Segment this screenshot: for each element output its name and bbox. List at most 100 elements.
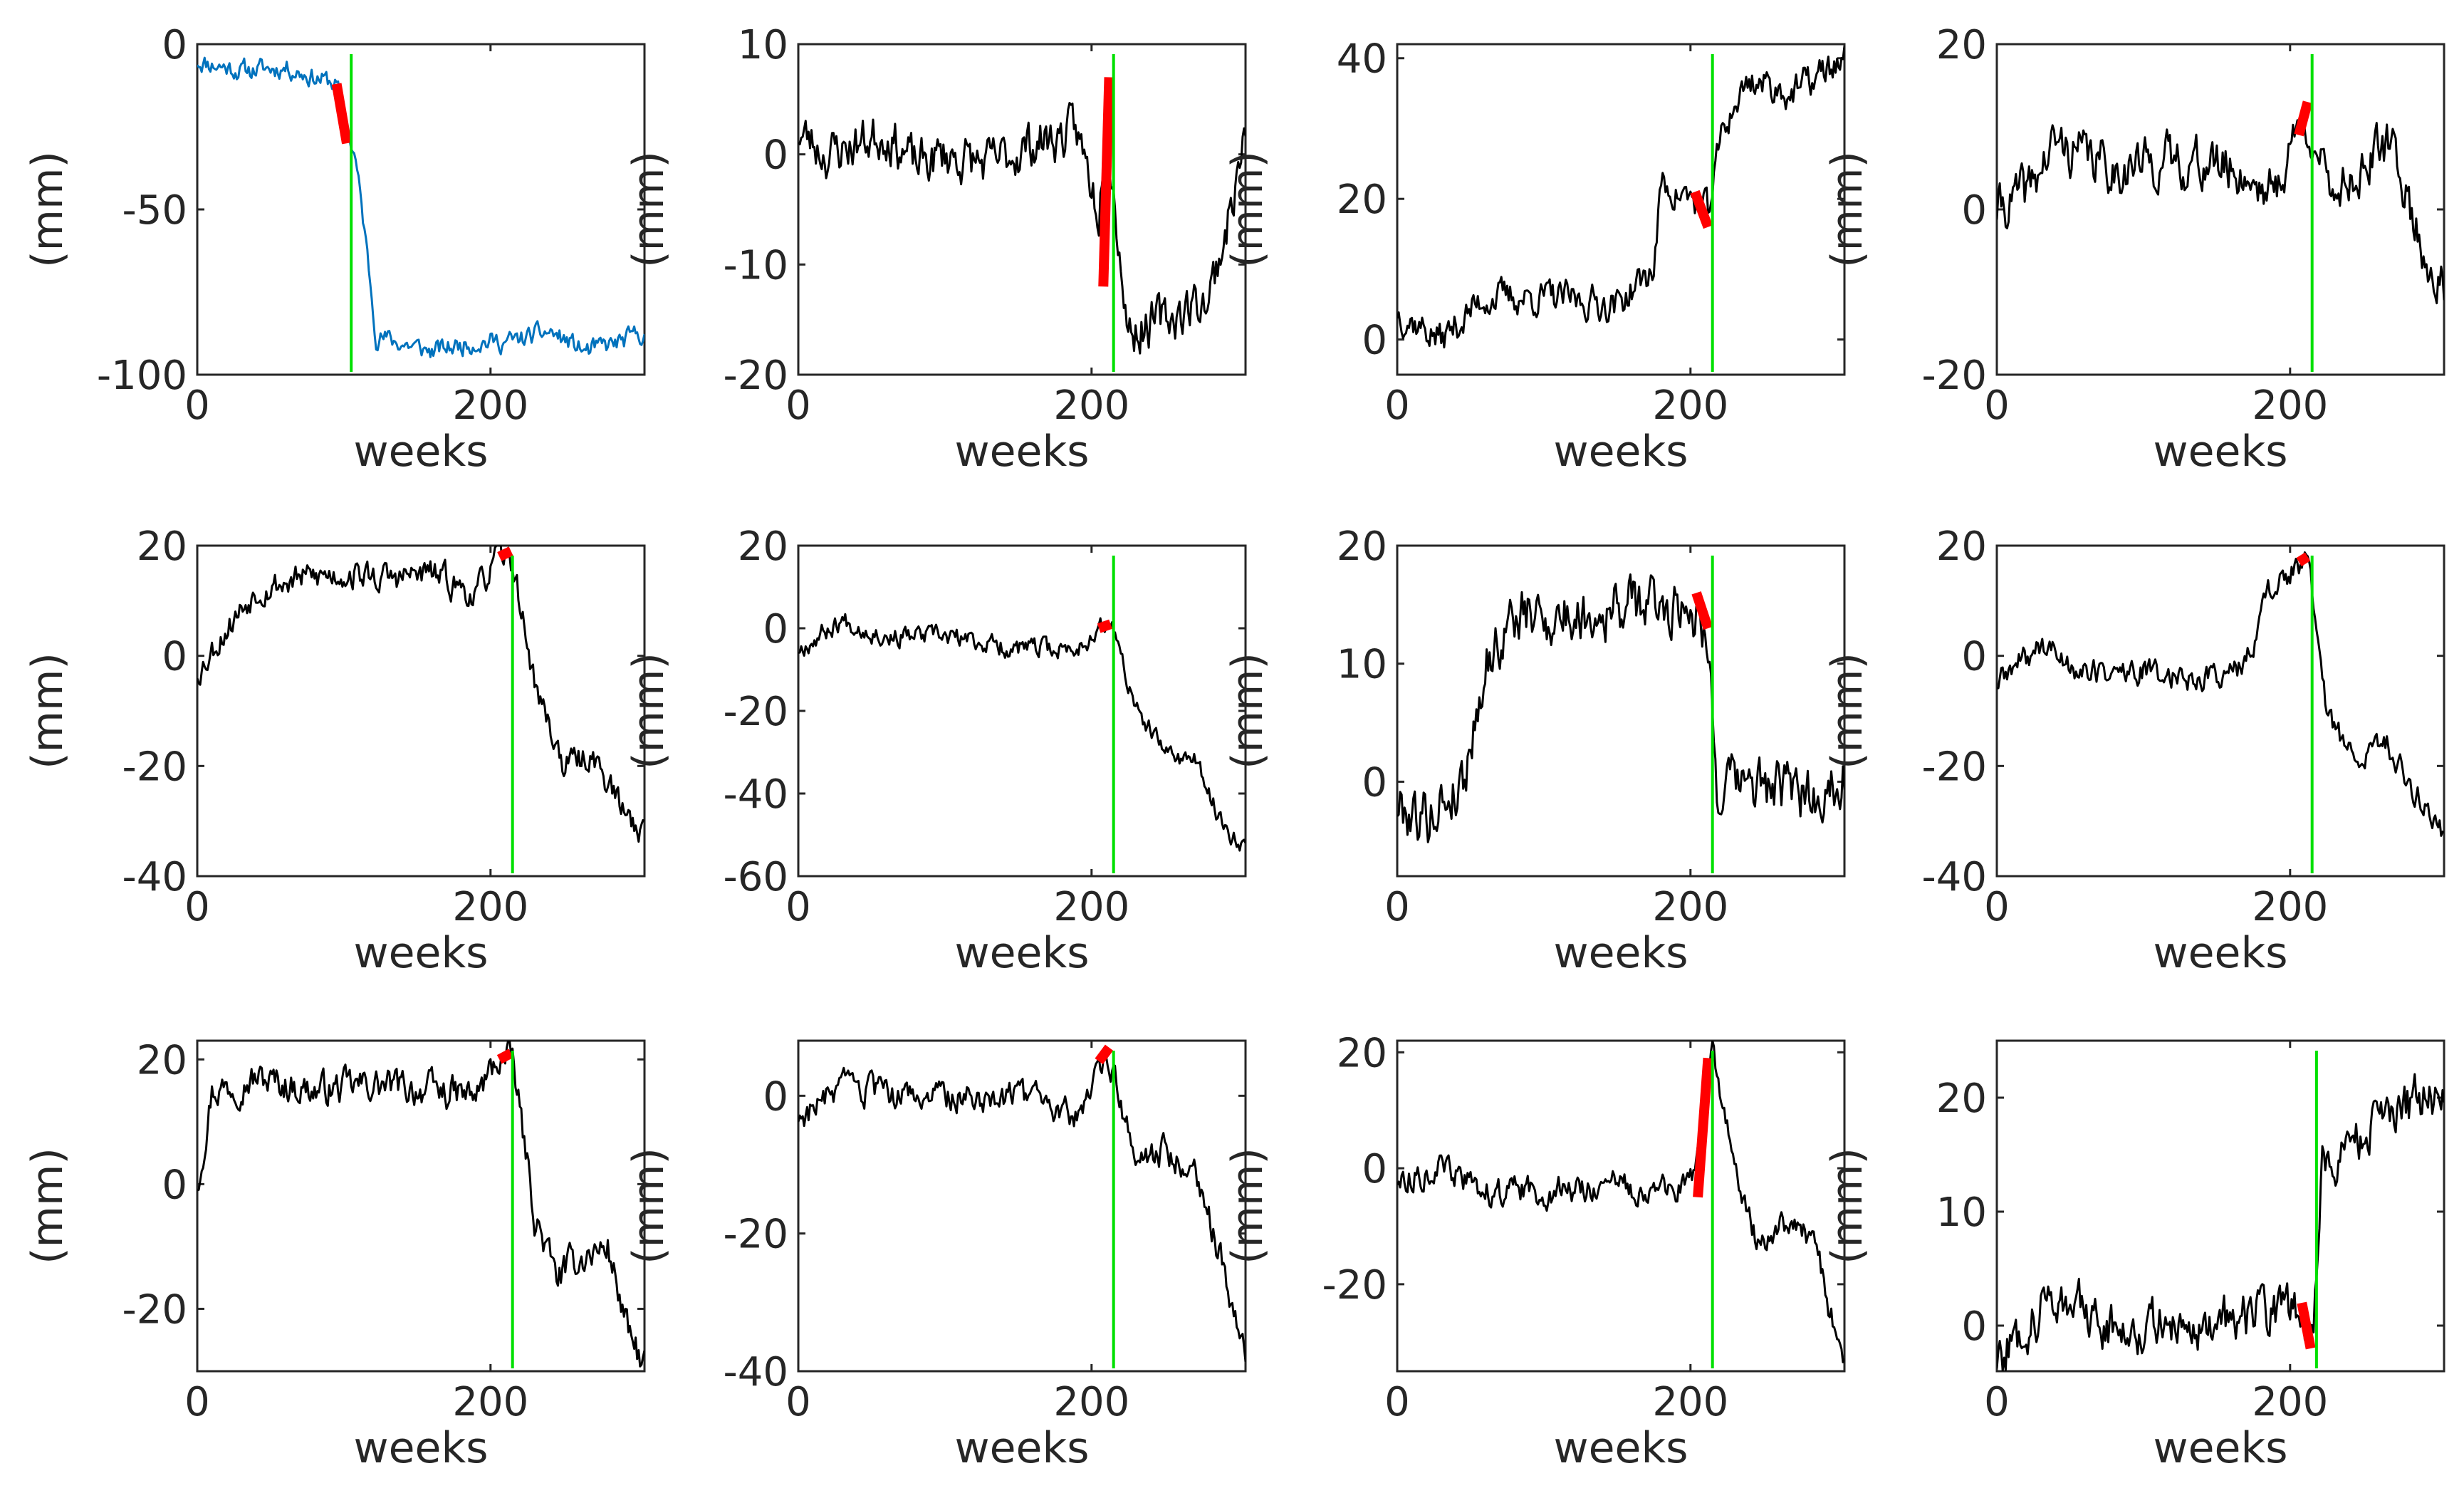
- subplot-7: 0 200 0 10 20 weeks (mm): [1223, 524, 1846, 978]
- y-tick-label: 20: [738, 524, 788, 570]
- axes-box: [1396, 544, 1846, 878]
- x-tick-label: 200: [1053, 383, 1129, 429]
- axes-box: [797, 43, 1247, 376]
- x-axis-label: weeks: [955, 1423, 1090, 1473]
- y-tick-label: -40: [1922, 854, 1987, 900]
- y-axis-label: (mm): [23, 151, 73, 268]
- highlight-segment: [1095, 1044, 1114, 1065]
- highlight-segment: [1690, 189, 1713, 229]
- subplot-5: 0 200 -40 -20 0 20 weeks (mm): [23, 524, 646, 978]
- subplot-10: 0 200 -40 -20 0 weeks (mm): [624, 1039, 1247, 1473]
- y-tick-label: 20: [1337, 524, 1387, 570]
- y-tick-label: 0: [162, 22, 187, 68]
- subplot-8: 0 200 -40 -20 0 20 weeks (mm): [1822, 524, 2445, 978]
- x-tick-label: 0: [1384, 1379, 1410, 1425]
- y-tick-label: 20: [137, 524, 187, 570]
- series-line: [798, 1056, 1246, 1363]
- series-line: [1997, 1073, 2444, 1371]
- y-tick-label: 10: [1337, 642, 1387, 688]
- y-tick-label: 0: [162, 634, 187, 680]
- series-line: [1397, 1041, 1844, 1363]
- y-tick-label: -50: [122, 187, 187, 234]
- x-axis-label: weeks: [2154, 427, 2288, 477]
- highlight-segment: [1693, 1057, 1713, 1198]
- y-tick-label: 10: [1936, 1190, 1987, 1236]
- highlight-segment: [497, 546, 513, 561]
- x-tick-label: 200: [1652, 884, 1728, 930]
- x-tick-label: 200: [2252, 884, 2328, 930]
- x-axis-label: weeks: [2154, 928, 2288, 978]
- y-axis-label: (mm): [1822, 1148, 1872, 1264]
- x-tick-label: 200: [2252, 1379, 2328, 1425]
- highlight-segment: [331, 83, 352, 145]
- series-line: [1997, 108, 2444, 305]
- y-tick-label: 20: [1936, 1076, 1987, 1122]
- series-line: [197, 1041, 644, 1368]
- x-tick-label: 200: [452, 884, 528, 930]
- y-tick-label: -40: [122, 854, 187, 900]
- y-tick-label: 20: [1936, 524, 1987, 570]
- y-tick-label: -20: [122, 744, 187, 790]
- y-tick-label: -20: [724, 689, 788, 735]
- y-tick-label: 0: [1961, 187, 1987, 234]
- x-tick-label: 0: [184, 1379, 210, 1425]
- axes-box: [196, 544, 646, 878]
- x-axis-label: weeks: [1554, 427, 1688, 477]
- y-tick-label: 0: [1961, 1304, 1987, 1350]
- y-tick-label: 0: [1362, 318, 1387, 364]
- y-tick-label: -20: [1322, 1262, 1387, 1309]
- y-tick-label: 10: [738, 22, 788, 68]
- x-tick-label: 200: [1053, 884, 1129, 930]
- y-axis-label: (mm): [1223, 1148, 1273, 1264]
- x-axis-label: weeks: [955, 427, 1090, 477]
- axes-box: [1995, 544, 2445, 878]
- y-tick-label: 20: [137, 1037, 187, 1083]
- y-tick-label: 0: [162, 1162, 187, 1208]
- x-tick-label: 0: [184, 884, 210, 930]
- subplot-11: 0 200 -20 0 20 weeks (mm): [1223, 1030, 1846, 1473]
- x-tick-label: 0: [785, 884, 811, 930]
- x-axis-label: weeks: [2154, 1423, 2288, 1473]
- highlight-segment: [2296, 552, 2311, 567]
- x-axis-label: weeks: [354, 1423, 489, 1473]
- y-tick-label: -20: [724, 1212, 788, 1258]
- x-tick-label: 0: [1984, 884, 2010, 930]
- y-axis-label: (mm): [624, 1148, 674, 1264]
- series-line: [1397, 46, 1844, 349]
- highlight-segment: [1098, 77, 1114, 287]
- y-axis-label: (mm): [23, 1148, 73, 1264]
- highlight-segment: [2297, 1301, 2316, 1350]
- series-line: [798, 102, 1246, 355]
- y-tick-label: 0: [1362, 1146, 1387, 1192]
- y-tick-label: 20: [1337, 177, 1387, 223]
- y-axis-label: (mm): [1223, 652, 1273, 769]
- y-axis-label: (mm): [1223, 151, 1273, 268]
- x-tick-label: 0: [1384, 884, 1410, 930]
- x-tick-label: 200: [1053, 1379, 1129, 1425]
- highlight-segment: [496, 1049, 513, 1064]
- y-axis-label: (mm): [624, 652, 674, 769]
- y-tick-label: 0: [763, 132, 788, 179]
- y-tick-label: 40: [1337, 36, 1387, 83]
- y-tick-label: 0: [763, 606, 788, 652]
- x-tick-label: 0: [1984, 1379, 2010, 1425]
- axes-box: [797, 1039, 1247, 1373]
- x-tick-label: 200: [1652, 1379, 1728, 1425]
- x-tick-label: 0: [785, 1379, 811, 1425]
- y-axis-label: (mm): [23, 652, 73, 769]
- x-tick-label: 0: [1384, 383, 1410, 429]
- y-tick-label: -40: [724, 1349, 788, 1395]
- x-axis-label: weeks: [354, 427, 489, 477]
- x-tick-label: 200: [452, 1379, 528, 1425]
- highlight-segment: [1691, 591, 1713, 630]
- highlight-segment: [2294, 100, 2313, 137]
- x-tick-label: 200: [2252, 383, 2328, 429]
- y-tick-label: 0: [1961, 634, 1987, 680]
- series-line: [197, 56, 644, 358]
- y-tick-label: 0: [763, 1073, 788, 1120]
- y-tick-label: -20: [724, 353, 788, 399]
- y-tick-label: -20: [122, 1286, 187, 1333]
- series-line: [197, 546, 644, 843]
